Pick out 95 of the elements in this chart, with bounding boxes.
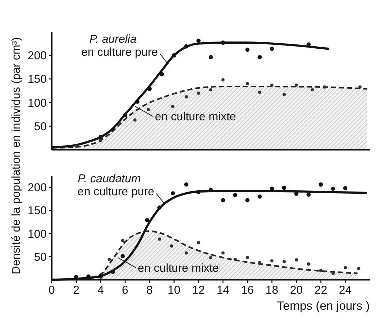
point xyxy=(307,262,310,266)
point xyxy=(222,252,225,255)
y-tick-label: 200 xyxy=(28,182,47,195)
point xyxy=(295,258,298,262)
point xyxy=(344,266,348,270)
annotation: en culture mixte xyxy=(155,112,236,124)
annotation: en culture pure xyxy=(81,47,158,60)
point xyxy=(184,182,189,187)
annotation: P. aurelia xyxy=(90,34,137,46)
point xyxy=(318,182,324,187)
point xyxy=(332,272,335,276)
point xyxy=(258,261,262,264)
annotation: en culture mixte xyxy=(138,262,220,275)
point xyxy=(136,100,140,104)
point xyxy=(120,254,126,259)
point xyxy=(147,108,150,112)
point xyxy=(98,274,104,279)
x-axis-title: Temps (en jours ) xyxy=(277,299,370,313)
point xyxy=(323,86,326,89)
x-tick-label: 2 xyxy=(73,285,80,297)
point xyxy=(343,186,348,191)
point xyxy=(234,258,238,262)
y-axis-title: Densité de la population en individus (par cm³) xyxy=(11,37,23,275)
point xyxy=(357,267,361,271)
point xyxy=(160,72,164,77)
point xyxy=(246,82,250,86)
point xyxy=(197,241,200,245)
point xyxy=(282,260,286,264)
x-tick-label: 12 xyxy=(192,285,206,297)
point xyxy=(171,104,175,108)
point xyxy=(258,55,262,60)
point xyxy=(158,206,162,210)
point xyxy=(148,87,152,92)
point xyxy=(170,191,176,196)
y-tick-label: 100 xyxy=(28,228,47,241)
point xyxy=(233,193,238,198)
point xyxy=(258,90,262,94)
x-tick-label: 4 xyxy=(98,285,105,297)
point xyxy=(306,192,311,198)
annotation: P. caudatum xyxy=(78,174,142,186)
point xyxy=(111,270,116,274)
x-tick-label: 22 xyxy=(314,285,328,297)
point xyxy=(221,40,226,45)
point xyxy=(310,88,314,92)
y-tick-label: 100 xyxy=(28,98,47,110)
x-tick-label: 16 xyxy=(241,285,254,297)
point xyxy=(134,118,137,122)
point xyxy=(74,144,78,148)
point xyxy=(172,54,176,58)
point xyxy=(208,55,214,60)
point xyxy=(270,46,274,52)
point xyxy=(209,88,213,92)
point xyxy=(209,256,213,260)
point xyxy=(123,113,128,118)
point xyxy=(170,244,174,248)
point xyxy=(246,48,250,52)
point xyxy=(221,198,226,203)
point xyxy=(99,138,103,142)
point xyxy=(196,190,201,194)
point xyxy=(158,238,162,241)
point xyxy=(246,256,250,260)
point xyxy=(222,78,225,82)
x-tick-label: 6 xyxy=(122,285,129,297)
point xyxy=(282,93,286,96)
point xyxy=(246,198,250,203)
point xyxy=(196,38,201,44)
annotation: en culture pure xyxy=(78,186,155,199)
x-tick-label: 10 xyxy=(168,285,181,297)
point xyxy=(331,186,336,192)
point xyxy=(184,96,188,99)
point xyxy=(184,44,189,49)
point xyxy=(197,92,200,95)
x-tick-label: 0 xyxy=(48,285,56,297)
x-tick-label: 20 xyxy=(290,285,304,297)
point xyxy=(358,86,362,89)
x-tick-label: 8 xyxy=(146,285,154,297)
point xyxy=(98,135,104,140)
point xyxy=(270,84,274,87)
x-tick-label: 24 xyxy=(339,285,353,297)
y-tick-label: 50 xyxy=(34,121,47,134)
point xyxy=(145,218,150,222)
point xyxy=(108,258,112,262)
x-tick-label: 14 xyxy=(216,285,230,297)
x-tick-label: 18 xyxy=(266,285,279,297)
point xyxy=(121,239,125,242)
point xyxy=(270,259,274,263)
y-tick-label: 150 xyxy=(28,74,47,86)
point xyxy=(184,252,188,255)
point xyxy=(295,84,298,87)
y-tick-label: 200 xyxy=(28,50,47,63)
point xyxy=(258,194,262,199)
point xyxy=(282,186,286,190)
y-tick-label: 50 xyxy=(34,252,47,264)
y-tick-label: 150 xyxy=(28,206,47,218)
point xyxy=(319,269,323,272)
